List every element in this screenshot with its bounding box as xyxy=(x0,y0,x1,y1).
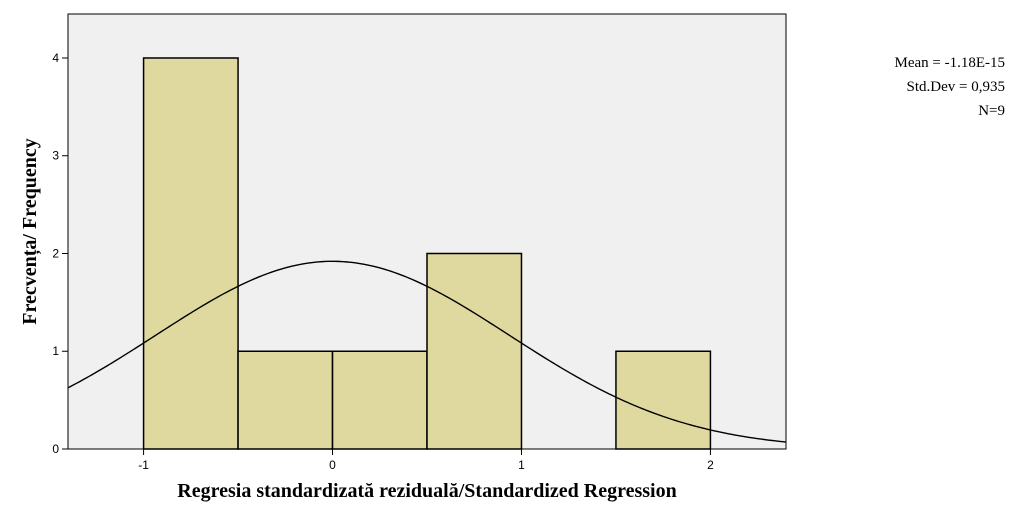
y-tick-label: 2 xyxy=(52,246,59,260)
mean-stat: Mean = -1.18E-15 xyxy=(894,55,1005,71)
stats-box: Mean = -1.18E-15 Std.Dev = 0,935 N=9 xyxy=(894,55,1005,119)
normal-curve xyxy=(67,260,787,443)
bars-group xyxy=(142,57,712,450)
x-tick-label: 2 xyxy=(707,458,714,472)
x-tick-label: -1 xyxy=(138,458,149,472)
histogram-bar xyxy=(426,252,523,450)
x-tick-label: 0 xyxy=(329,458,336,472)
y-tick-label: 1 xyxy=(52,344,59,358)
std-dev-stat: Std.Dev = 0,935 xyxy=(907,79,1005,95)
x-tick-label: 1 xyxy=(518,458,525,472)
y-axis-title: Frecvența/ Frequency xyxy=(19,138,42,324)
y-tick-label: 3 xyxy=(52,149,59,163)
histogram-bar xyxy=(142,57,239,450)
axes-group: 0 1 2 3 4 -1 0 1 2 xyxy=(52,51,714,472)
histogram-bar xyxy=(331,350,428,450)
y-tick-label: 0 xyxy=(52,442,59,456)
histogram-bar xyxy=(237,350,334,450)
y-tick-label: 4 xyxy=(52,51,59,65)
histogram-bar xyxy=(615,350,712,450)
x-axis-title: Regresia standardizată reziduală/Standar… xyxy=(177,480,676,502)
n-stat: N=9 xyxy=(978,103,1005,119)
